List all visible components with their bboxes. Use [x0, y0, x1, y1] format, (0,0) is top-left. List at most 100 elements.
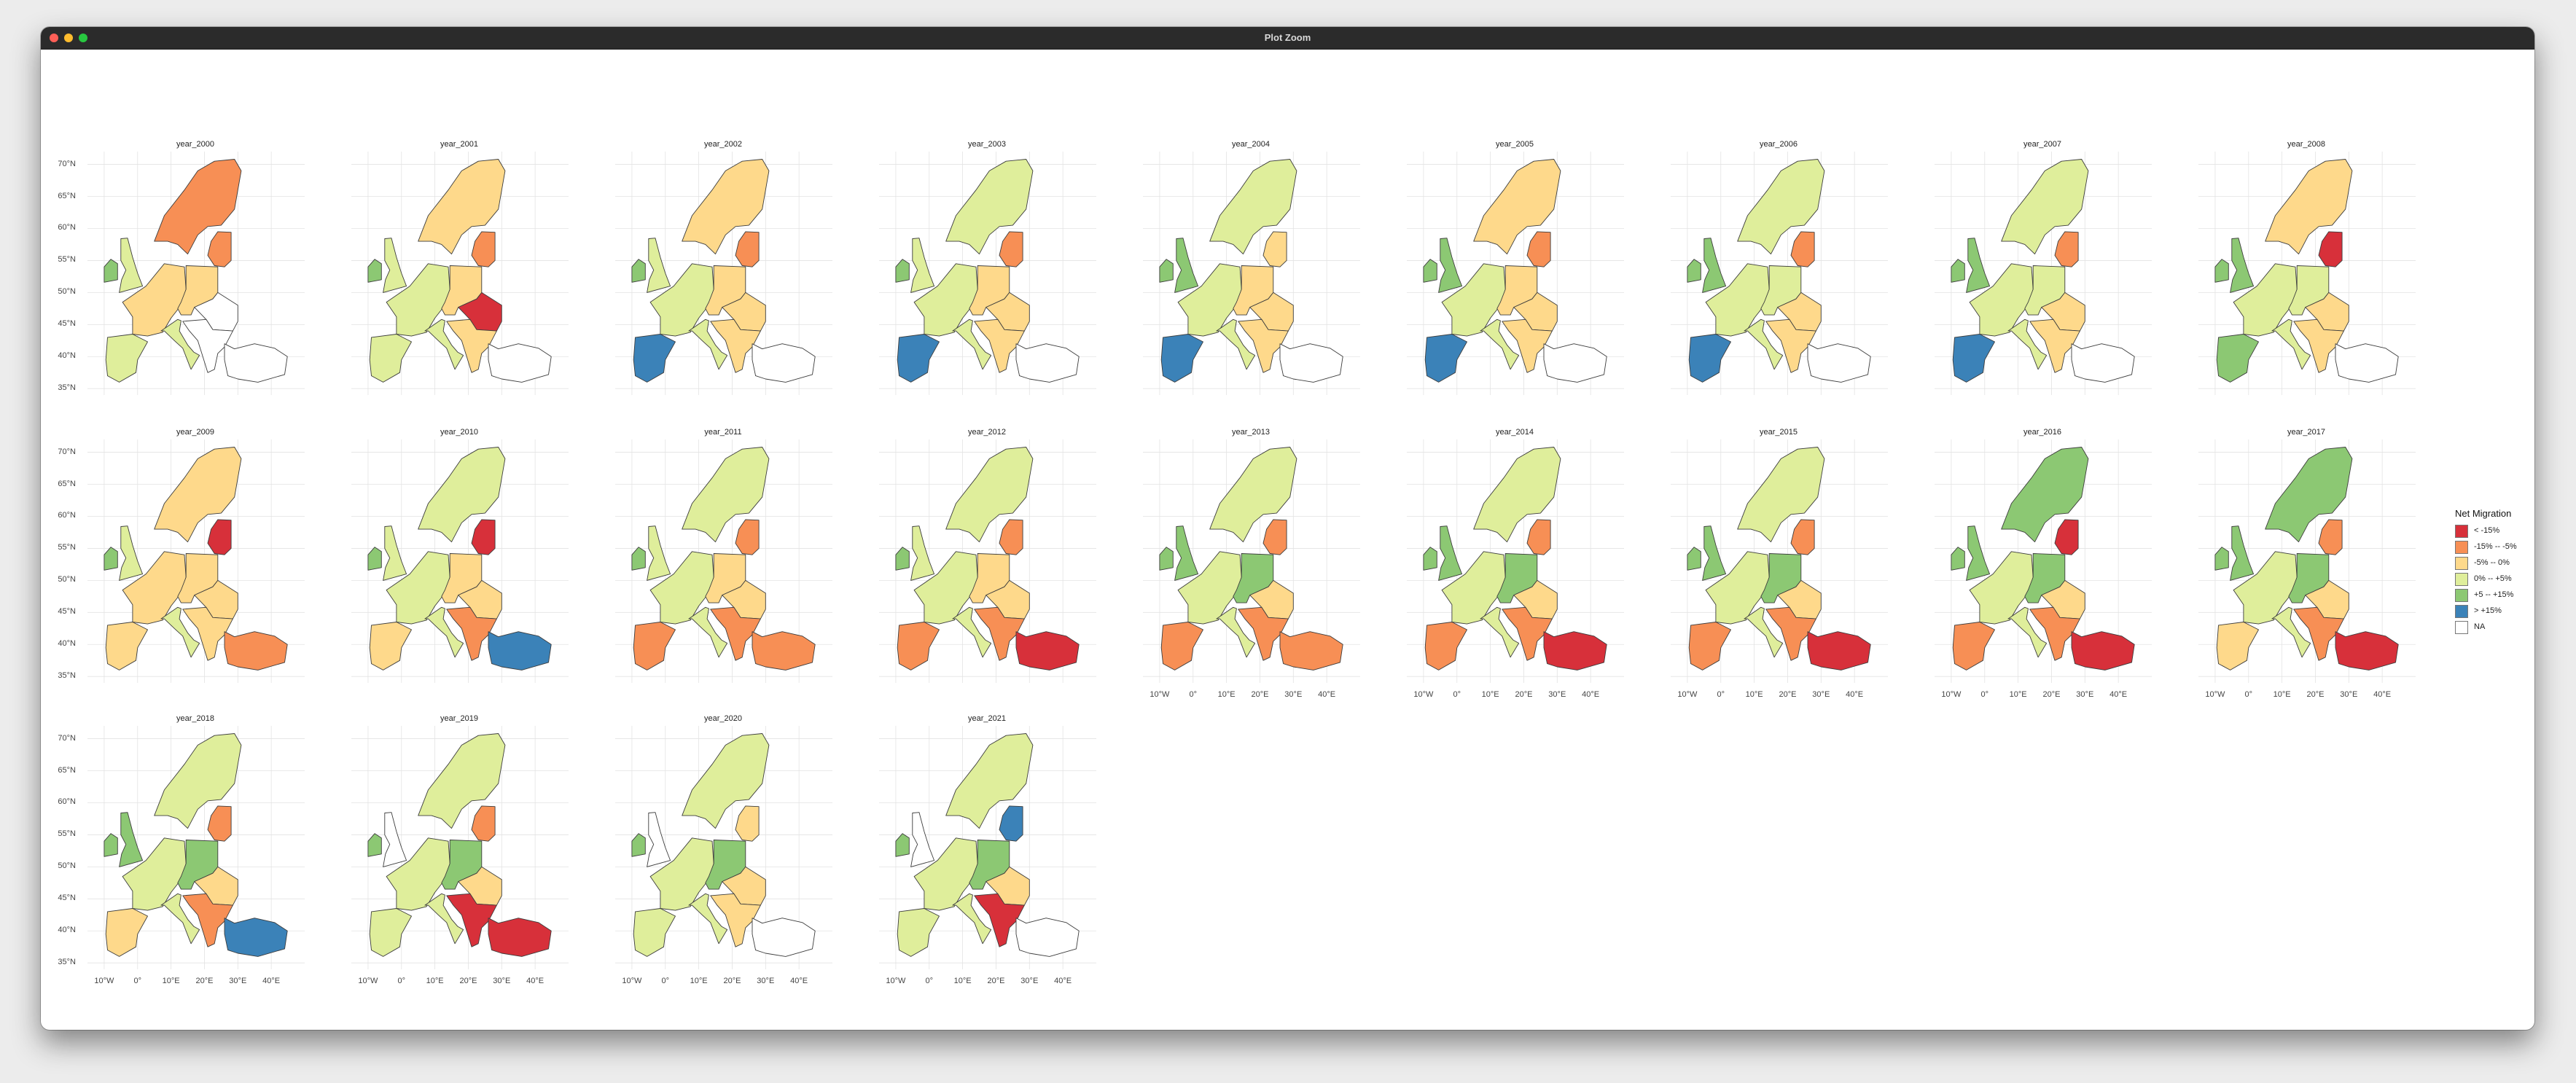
region-centre [705, 840, 746, 890]
region-turkey [1807, 343, 1871, 383]
region-centre [441, 265, 483, 316]
map-panel [1143, 439, 1360, 683]
region-north [682, 733, 770, 829]
region-ireland [367, 259, 382, 283]
y-tick-label: 45°N [58, 319, 76, 329]
facet-year-2015: year_2015 [1662, 428, 1895, 683]
region-italy [424, 318, 464, 370]
legend-swatch [2455, 589, 2468, 602]
region-ireland [1159, 259, 1174, 283]
region-ireland [104, 259, 118, 283]
region-ireland [631, 833, 646, 857]
region-balkans [2029, 318, 2080, 373]
x-tick-label: 10°W [2205, 690, 2225, 699]
region-north [418, 159, 506, 255]
x-tick-label: 0° [925, 977, 934, 985]
facet-title: year_2002 [704, 140, 742, 149]
region-baltic [2318, 231, 2343, 267]
zoom-button[interactable] [79, 34, 87, 42]
region-iberia [1952, 334, 1995, 383]
region-iberia [105, 334, 148, 383]
x-tick-label: 20°E [1779, 690, 1797, 699]
region-ireland [1687, 547, 1701, 571]
region-west [1705, 263, 1770, 337]
x-tick-label: 10°W [1677, 690, 1698, 699]
region-uk [647, 812, 671, 867]
facet-title: year_2001 [440, 140, 478, 149]
region-north [1737, 447, 1825, 543]
legend-label: -5% -- 0% [2474, 558, 2510, 567]
map-panel [87, 439, 305, 683]
region-italy [688, 606, 728, 658]
facet-year-2005: year_2005 [1398, 140, 1631, 395]
region-north [945, 447, 1034, 543]
close-button[interactable] [50, 34, 58, 42]
region-italy [1216, 318, 1256, 370]
region-baltic [207, 231, 232, 267]
region-turkey [1015, 343, 1080, 383]
region-ireland [631, 259, 646, 283]
y-tick-label: 55°N [58, 255, 76, 265]
region-ireland [895, 833, 910, 857]
y-tick-label: 60°N [58, 223, 76, 232]
window-title: Plot Zoom [1264, 32, 1311, 43]
legend-label: +5 -- +15% [2474, 590, 2514, 599]
legend-item: -5% -- 0% [2455, 555, 2534, 571]
x-tick-label: 10°W [886, 977, 906, 985]
region-uk [119, 812, 144, 867]
y-tick-label: 55°N [58, 543, 76, 552]
facet-title: year_2009 [176, 428, 214, 437]
region-west [386, 263, 450, 337]
region-iberia [1688, 622, 1731, 670]
legend-item: -15% -- -5% [2455, 539, 2534, 555]
region-uk [1174, 238, 1199, 293]
region-uk [1438, 525, 1463, 581]
facet-year-2000: year_2000 [79, 140, 312, 395]
x-axis-labels: 10°W 0° 10°E 20°E 30°E 40°E [1398, 690, 1631, 700]
legend-swatch [2455, 573, 2468, 586]
minimize-button[interactable] [64, 34, 73, 42]
y-tick-label: 50°N [58, 287, 76, 297]
region-ireland [1159, 547, 1174, 571]
facet-title: year_2014 [1496, 428, 1534, 437]
region-centre [2024, 265, 2066, 316]
legend-label: > +15% [2474, 606, 2502, 615]
y-tick-label: 50°N [58, 575, 76, 584]
x-tick-label: 20°E [459, 977, 477, 985]
region-centre [441, 553, 483, 603]
region-italy [2007, 606, 2048, 658]
region-uk [1702, 525, 1727, 581]
facet-year-2002: year_2002 [606, 140, 840, 395]
region-baltic [471, 231, 496, 267]
legend-label: 0% -- +5% [2474, 574, 2512, 583]
region-turkey [2071, 343, 2135, 383]
x-tick-label: 0° [1717, 690, 1725, 699]
y-tick-label: 70°N [58, 447, 76, 456]
x-tick-label: 10°E [1481, 690, 1499, 699]
region-uk [910, 812, 935, 867]
y-tick-label: 40°N [58, 926, 76, 935]
x-tick-label: 10°E [2009, 690, 2027, 699]
map-panel [879, 726, 1096, 969]
x-tick-label: 30°E [1020, 977, 1039, 985]
region-italy [1744, 318, 1784, 370]
region-iberia [369, 622, 412, 670]
x-tick-label: 30°E [1284, 690, 1303, 699]
region-turkey [1279, 343, 1343, 383]
region-north [945, 159, 1034, 255]
x-tick-label: 20°E [1251, 690, 1269, 699]
region-iberia [1160, 334, 1203, 383]
region-italy [952, 606, 992, 658]
region-centre [2288, 265, 2330, 316]
facet-year-2020: year_2020 [606, 714, 840, 969]
region-balkans [710, 606, 761, 661]
title-bar[interactable]: Plot Zoom [41, 27, 2534, 50]
legend-item: < -15% [2455, 523, 2534, 539]
region-balkans [182, 893, 233, 947]
region-iberia [897, 334, 940, 383]
region-centre [177, 840, 219, 890]
x-tick-label: 20°E [1515, 690, 1533, 699]
region-centre [1496, 265, 1538, 316]
region-west [913, 551, 978, 625]
region-north [2001, 447, 2089, 543]
